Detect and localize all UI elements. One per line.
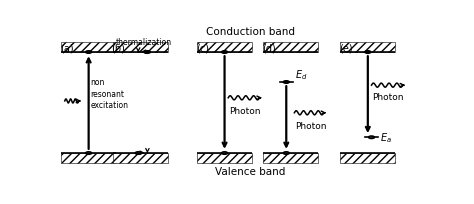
Text: Valence band: Valence band [215,166,285,176]
Text: $E_d$: $E_d$ [295,68,308,82]
Text: non
resonant
excitation: non resonant excitation [91,78,128,109]
Text: Photon: Photon [372,93,404,102]
Circle shape [145,51,150,54]
Text: $E_a$: $E_a$ [380,130,392,144]
Circle shape [86,51,91,54]
Polygon shape [263,43,318,53]
Text: thermalization: thermalization [116,38,172,47]
Text: (a): (a) [60,43,73,53]
Circle shape [222,51,228,54]
Polygon shape [197,153,252,163]
Polygon shape [340,153,395,163]
Polygon shape [61,153,116,163]
Polygon shape [263,153,318,163]
Circle shape [283,81,289,84]
Circle shape [365,51,371,54]
Text: Photon: Photon [229,107,261,116]
Polygon shape [340,43,395,53]
Polygon shape [197,43,252,53]
Text: (d): (d) [262,43,276,53]
Text: (e): (e) [339,43,353,53]
Polygon shape [112,43,168,53]
Text: Photon: Photon [295,121,327,130]
Text: (c): (c) [196,43,209,53]
Text: Conduction band: Conduction band [206,27,295,37]
Text: (b): (b) [111,43,125,53]
Polygon shape [112,153,168,163]
Polygon shape [61,43,116,53]
